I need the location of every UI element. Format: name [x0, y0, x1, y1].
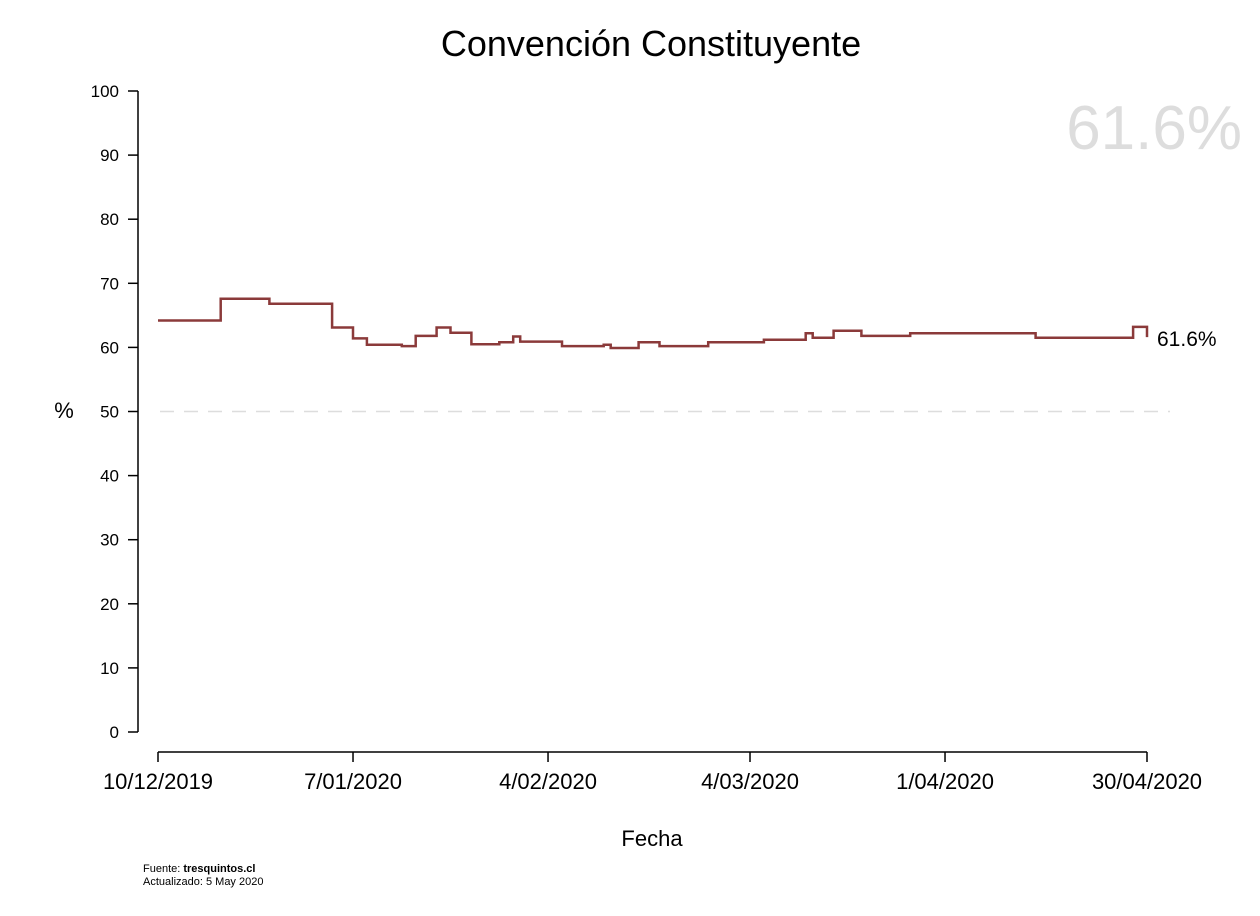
x-tick-label: 30/04/2020: [1092, 769, 1202, 794]
y-ticks: 0 10 20 30 40 50 60 70 80 90 100: [91, 82, 138, 742]
y-tick-label: 60: [100, 338, 119, 357]
chart-title: Convención Constituyente: [441, 23, 861, 64]
x-ticks: 10/12/2019 7/01/2020 4/02/2020 4/03/2020 1/0…: [103, 752, 1202, 794]
y-tick-label: 40: [100, 467, 119, 486]
footer-source-prefix: Fuente:: [143, 863, 184, 875]
x-tick-label: 4/03/2020: [701, 769, 799, 794]
y-tick-label: 90: [100, 146, 119, 165]
footer-source-link[interactable]: tresquintos.cl: [183, 863, 256, 875]
y-tick-label: 50: [100, 403, 119, 422]
y-tick-label: 10: [100, 659, 119, 678]
x-tick-label: 1/04/2020: [896, 769, 994, 794]
series-line-0: [158, 297, 1149, 350]
series-group: [158, 297, 1149, 350]
x-tick-label: 7/01/2020: [304, 769, 402, 794]
y-tick-label: 100: [91, 82, 119, 101]
end-value-label: 61.6%: [1157, 328, 1217, 351]
x-axis-label: Fecha: [621, 826, 683, 851]
y-tick-label: 70: [100, 274, 119, 293]
x-tick-label: 4/02/2020: [499, 769, 597, 794]
y-tick-label: 0: [110, 723, 119, 742]
watermark-value: 61.6%: [1066, 94, 1242, 163]
footer-updated: Actualizado: 5 May 2020: [143, 876, 264, 888]
y-tick-label: 80: [100, 210, 119, 229]
footer-source: Fuente: tresquintos.cl: [143, 863, 255, 876]
x-tick-label: 10/12/2019: [103, 769, 213, 794]
y-tick-label: 30: [100, 531, 119, 550]
y-axis-label: %: [54, 398, 74, 423]
y-tick-label: 20: [100, 595, 119, 614]
